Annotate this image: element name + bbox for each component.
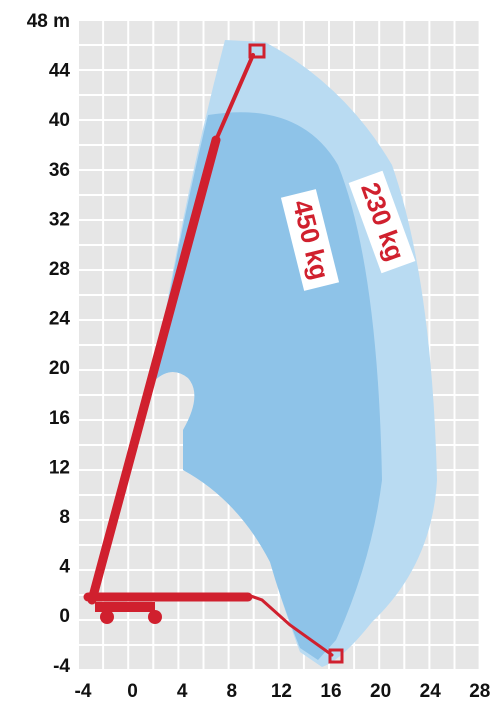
x-tick-label: 12 xyxy=(271,681,292,702)
y-tick-label: -4 xyxy=(53,656,70,677)
y-tick-label: 12 xyxy=(49,457,70,478)
label-box xyxy=(280,189,340,291)
x-tick-label: 28 xyxy=(469,681,490,702)
y-tick-label: 8 xyxy=(59,507,70,528)
y-tick-label: 0 xyxy=(59,606,70,627)
y-tick-label: 44 xyxy=(49,61,71,82)
boom xyxy=(83,43,344,664)
chassis xyxy=(95,602,162,624)
y-tick-label: 4 xyxy=(59,557,70,578)
y-tick-label: 36 xyxy=(49,160,70,181)
x-tick-label: 24 xyxy=(420,681,442,702)
y-tick-label: 16 xyxy=(49,408,70,429)
label-box xyxy=(348,170,416,274)
x-tick-label: -4 xyxy=(75,681,92,702)
y-tick-label: 48 m xyxy=(27,11,70,32)
y-tick-label: 40 xyxy=(49,110,70,131)
x-tick-label: 8 xyxy=(227,681,238,702)
y-tick-label: 28 xyxy=(49,259,70,280)
y-tick-label: 32 xyxy=(49,209,70,230)
x-tick-label: 20 xyxy=(370,681,391,702)
x-tick-label: 0 xyxy=(127,681,138,702)
x-tick-label: 4 xyxy=(177,681,188,702)
y-tick-label: 24 xyxy=(49,309,71,330)
y-tick-label: 20 xyxy=(49,358,70,379)
x-tick-label: 16 xyxy=(320,681,341,702)
